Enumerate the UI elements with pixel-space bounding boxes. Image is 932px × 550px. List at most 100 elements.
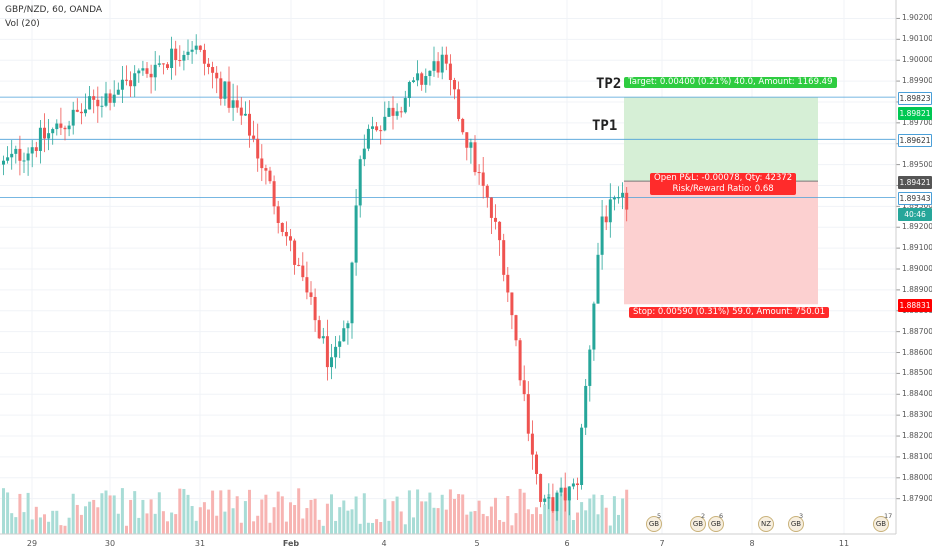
volume-bar	[116, 513, 120, 534]
volume-bar	[71, 493, 75, 534]
candle-body	[375, 126, 379, 131]
candle-body	[403, 98, 407, 113]
candle-body	[26, 153, 30, 161]
candle-body	[264, 168, 268, 171]
volume-bar	[276, 491, 280, 534]
candle-body	[391, 107, 395, 116]
candle-body	[608, 199, 612, 223]
candle-body	[207, 63, 210, 68]
candle-body	[596, 254, 600, 304]
volume-bar	[621, 498, 625, 534]
candle-body	[313, 296, 317, 321]
event-flag-icon[interactable]: GB	[646, 516, 662, 532]
volume-bar	[100, 493, 104, 534]
candle-body	[325, 336, 329, 368]
candle-body	[182, 54, 186, 61]
volume-bar	[485, 516, 489, 534]
volume-bar	[543, 504, 547, 534]
candle-body	[190, 49, 194, 52]
volume-bar	[215, 515, 219, 534]
volume-bar	[264, 494, 268, 534]
volume-bar	[571, 520, 575, 534]
candle-body	[354, 205, 358, 263]
volume-bar	[563, 493, 567, 534]
volume-bar	[625, 489, 629, 534]
candle-body	[88, 96, 92, 110]
candle-body	[432, 61, 436, 71]
candle-body	[202, 49, 206, 64]
volume-bar	[227, 489, 231, 534]
volume-bar	[453, 498, 456, 534]
volume-bar	[342, 500, 346, 534]
candle-body	[420, 73, 424, 85]
volume-bar	[194, 520, 198, 534]
tp1-label[interactable]: TP1	[592, 118, 618, 134]
volume-bar	[539, 514, 543, 534]
volume-bar	[510, 525, 514, 534]
y-tick-label: 1.89100	[902, 243, 932, 253]
x-tick-label: Feb	[282, 539, 300, 548]
candle-body	[104, 93, 108, 106]
volume-bar	[407, 490, 411, 534]
volume-bar	[420, 501, 424, 534]
candle-body	[6, 157, 10, 161]
candle-body	[617, 197, 620, 199]
candle-body	[67, 125, 71, 130]
event-flag-icon[interactable]: GB	[788, 516, 804, 532]
y-tick-label: 1.90100	[902, 34, 932, 44]
volume-bar	[289, 502, 292, 534]
event-flag-icon[interactable]: GB	[690, 516, 706, 532]
volume-bar	[481, 513, 485, 534]
volume-bar	[125, 525, 128, 534]
event-flag-icon[interactable]: NZ	[758, 516, 774, 532]
candle-body	[580, 427, 584, 485]
candle-body	[137, 70, 141, 74]
volume-bar	[612, 496, 616, 534]
candle-body	[194, 45, 198, 50]
y-tick-label: 1.89900	[902, 76, 932, 86]
volume-bar	[489, 506, 493, 534]
candle-body	[588, 349, 592, 386]
candle-body	[571, 483, 575, 487]
volume-bar	[424, 501, 428, 534]
y-tick-label: 1.90200	[902, 13, 932, 23]
volume-bar	[383, 499, 387, 534]
volume-bar	[51, 510, 55, 534]
candle-body	[284, 231, 288, 237]
volume-bar	[391, 501, 395, 534]
volume-bar	[79, 514, 83, 534]
volume-bar	[530, 514, 534, 534]
candle-body	[485, 185, 489, 198]
candle-body	[145, 68, 149, 74]
volume-bar	[166, 521, 169, 534]
volume-bar	[43, 514, 46, 534]
candle-body	[604, 216, 608, 223]
candle-body	[543, 498, 547, 502]
volume-bar	[190, 506, 194, 534]
volume-bar	[338, 507, 342, 534]
volume-bar	[494, 497, 497, 534]
volume-bar	[231, 508, 235, 534]
long-position-tool[interactable]	[624, 97, 818, 305]
event-count: 2	[701, 512, 706, 520]
candle-body	[133, 73, 137, 87]
y-tick-label: 1.87900	[902, 493, 932, 503]
price-tag: 1.89421	[898, 175, 932, 189]
volume-bar	[399, 511, 403, 534]
event-flag-icon[interactable]: GB	[873, 516, 889, 532]
symbol-legend[interactable]: GBP/NZD, 60, OANDA	[5, 5, 103, 15]
candle-body	[198, 45, 202, 50]
volume-bar	[428, 492, 432, 534]
candle-body	[407, 82, 411, 99]
volume-legend[interactable]: Vol (20)	[5, 19, 40, 29]
candle-body	[174, 48, 178, 61]
tp2-label[interactable]: TP2	[596, 76, 622, 92]
candle-body	[2, 160, 5, 165]
event-flag-icon[interactable]: GB	[708, 516, 724, 532]
open-pl-label: Open P&L: -0.00078, Qty: 42372 Risk/Rewa…	[650, 173, 797, 195]
candle-body	[108, 93, 112, 103]
price-tag: 1.88831	[898, 298, 932, 312]
candle-body	[338, 341, 342, 347]
volume-bar	[88, 501, 92, 534]
